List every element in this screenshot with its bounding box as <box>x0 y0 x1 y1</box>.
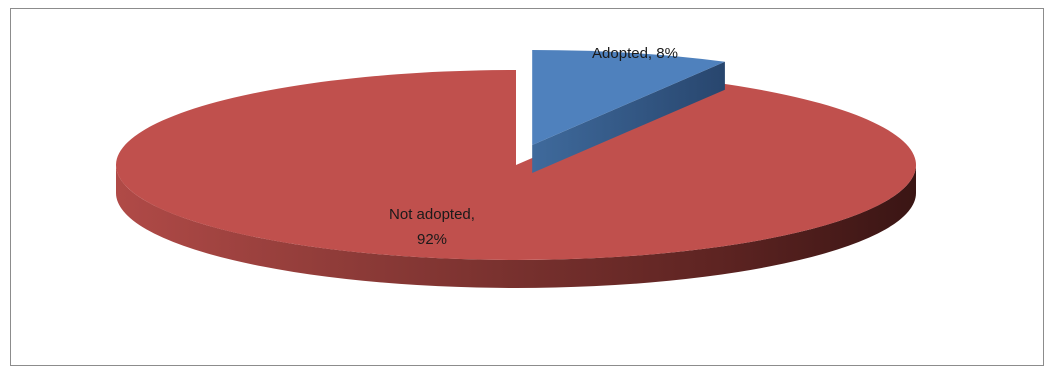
pie-slice-adopted-top <box>532 50 725 145</box>
data-label-not-adopted-value: 92% <box>417 231 447 248</box>
pie-slice-adopted <box>532 50 725 173</box>
data-label-adopted: Adopted, 8% <box>592 45 678 62</box>
pie-slice-adopted-side <box>532 61 725 173</box>
pie-slice-not-adopted-top <box>115 70 917 261</box>
pie-slice-not-adopted <box>115 70 917 288</box>
pie-slice-not-adopted-side <box>116 165 916 288</box>
data-label-not-adopted-name: Not adopted, <box>389 206 475 223</box>
